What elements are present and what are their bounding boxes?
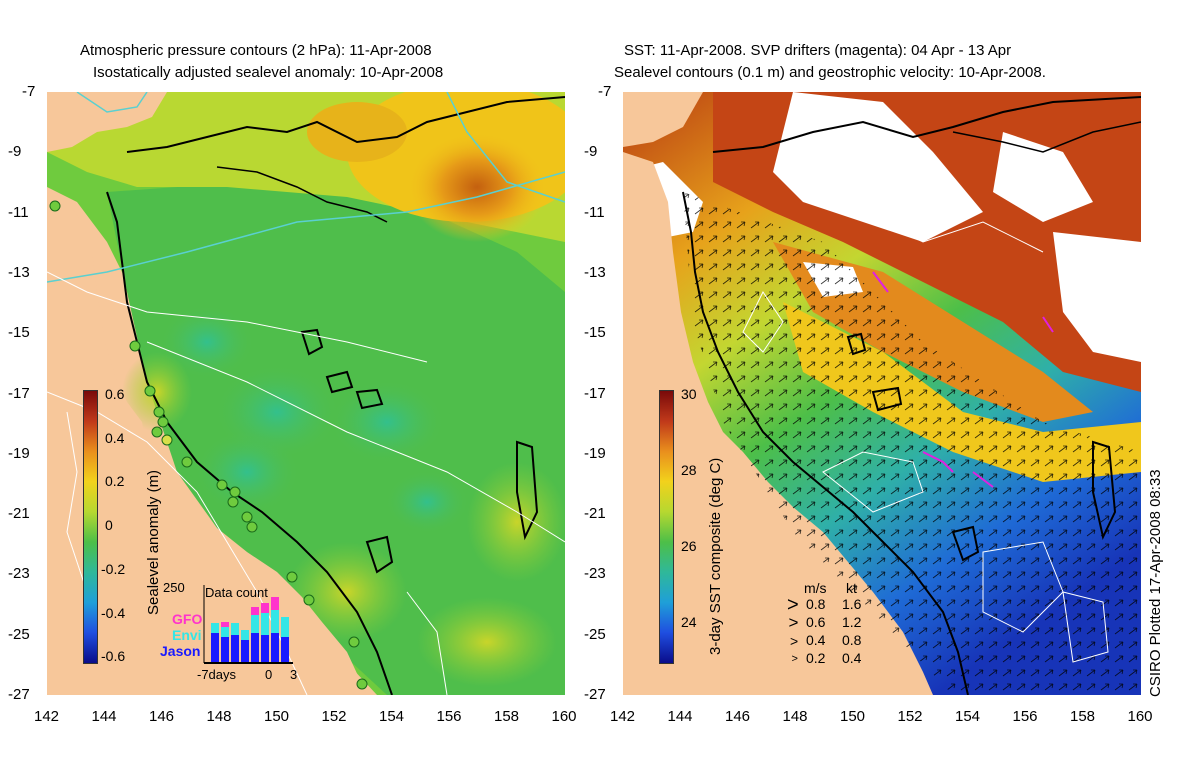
- left-y-tick-label: -19: [8, 444, 30, 462]
- satellite-label-jason: Jason: [160, 643, 201, 659]
- left-y-tick-label: -9: [8, 143, 22, 161]
- sealevel-colorbar-tick: -0.6: [101, 648, 126, 665]
- left-x-tick-label: 148: [206, 708, 232, 725]
- left-y-tick-label: -15: [8, 324, 30, 342]
- right-y-tick-label: -21: [584, 505, 606, 523]
- satellite-label-envi: Envi: [172, 627, 202, 643]
- right-title-line2: Sealevel contours (0.1 m) and geostrophi…: [614, 64, 1046, 81]
- sealevel-colorbar-tick: -0.4: [101, 604, 126, 621]
- left-x-tick-label: 152: [321, 708, 347, 725]
- right-y-tick-label: -23: [584, 565, 606, 583]
- data-count-xlabel-start: -7days: [197, 667, 237, 682]
- right-x-tick-label: 158: [1070, 708, 1096, 725]
- plot-credit: CSIRO Plotted 17-Apr-2008 08:33: [1147, 469, 1164, 697]
- right-x-tick-label: 150: [840, 708, 866, 725]
- data-count-title: Data count: [205, 585, 268, 600]
- left-x-tick-label: 146: [149, 708, 175, 725]
- right-y-tick-label: -9: [584, 143, 598, 161]
- data-count-xlabel-end: 3: [290, 667, 298, 682]
- velocity-legend-arrow-icon: >: [790, 633, 799, 649]
- left-y-tick-label: -21: [8, 505, 30, 523]
- sst-map: [623, 92, 1141, 695]
- left-x-tick-label: 144: [91, 708, 117, 725]
- right-x-tick-label: 148: [782, 708, 808, 725]
- right-y-tick-label: -7: [598, 83, 612, 100]
- velocity-legend-kt: 0.8: [842, 632, 862, 648]
- left-x-tick-label: 154: [379, 708, 405, 725]
- sst-field: [623, 92, 1141, 695]
- velocity-legend-kt-header: kt: [846, 580, 857, 596]
- left-y-tick-label: -23: [8, 565, 30, 583]
- left-y-tick-label: -13: [8, 263, 30, 281]
- sealevel-colorbar-tick: 0.6: [105, 386, 125, 402]
- velocity-legend-arrow-icon: >: [788, 613, 799, 632]
- right-x-tick-label: 156: [1012, 708, 1038, 725]
- sealevel-anomaly-field: [47, 92, 565, 695]
- right-x-tick-label: 144: [667, 708, 693, 725]
- data-count-ymax: 250: [163, 580, 185, 595]
- sst-colorbar-title: 3-day SST composite (deg C): [707, 457, 724, 655]
- sst-colorbar-tick: 30: [681, 386, 697, 402]
- velocity-legend-ms: 0.4: [806, 632, 826, 648]
- sst-colorbar: [659, 390, 674, 664]
- left-x-tick-label: 142: [34, 708, 60, 725]
- right-y-tick-label: -25: [584, 625, 606, 643]
- sealevel-colorbar-tick: 0.4: [105, 429, 125, 446]
- sealevel-colorbar-tick: 0: [105, 517, 113, 534]
- right-x-tick-label: 142: [610, 708, 636, 725]
- tide-gauge-markers: [49, 200, 368, 690]
- right-y-tick-label: -15: [584, 324, 606, 342]
- sst-colorbar-tick: 28: [681, 462, 697, 478]
- left-y-tick-label: -25: [8, 625, 30, 643]
- velocity-legend-kt: 0.4: [842, 650, 862, 666]
- right-y-tick-label: -17: [584, 384, 606, 402]
- sealevel-colorbar-tick: 0.2: [105, 473, 125, 490]
- velocity-legend-ms: 0.6: [806, 614, 826, 630]
- left-y-tick-label: -17: [8, 384, 30, 402]
- right-y-tick-label: -19: [584, 444, 606, 462]
- right-title-line1: SST: 11-Apr-2008. SVP drifters (magenta)…: [624, 42, 1012, 59]
- right-x-tick-label: 160: [1127, 708, 1153, 725]
- data-count-bars: [203, 585, 293, 664]
- satellite-label-gfo: GFO: [172, 611, 203, 627]
- left-title-line1: Atmospheric pressure contours (2 hPa): 1…: [80, 42, 432, 59]
- left-x-tick-label: 160: [551, 708, 577, 725]
- left-title-line2: Isostatically adjusted sealevel anomaly:…: [93, 64, 444, 81]
- left-x-tick-label: 150: [264, 708, 290, 725]
- sealevel-colorbar-tick: -0.2: [101, 560, 126, 577]
- left-y-tick-label: -7: [22, 83, 36, 100]
- data-count-xlabel-zero: 0: [265, 667, 273, 682]
- sealevel-anomaly-map: [47, 92, 565, 695]
- right-y-tick-label: -13: [584, 263, 606, 281]
- velocity-legend-kt: 1.2: [842, 614, 862, 630]
- right-x-tick-label: 154: [955, 708, 981, 725]
- sst-colorbar-tick: 24: [681, 614, 697, 630]
- left-y-tick-label: -11: [8, 203, 29, 221]
- sealevel-colorbar: [83, 390, 98, 664]
- velocity-legend-ms: 0.8: [806, 596, 826, 612]
- sst-colorbar-tick: 26: [681, 538, 697, 554]
- velocity-legend-ms-header: m/s: [804, 580, 827, 596]
- sealevel-colorbar-title: Sealevel anomaly (m): [145, 469, 162, 615]
- velocity-legend-ms: 0.2: [806, 650, 826, 666]
- left-x-tick-label: 158: [494, 708, 520, 725]
- left-x-tick-label: 156: [436, 708, 462, 725]
- right-y-tick-label: -11: [584, 203, 605, 221]
- velocity-legend-kt: 1.6: [842, 596, 862, 612]
- velocity-legend-arrow-icon: >: [791, 653, 798, 665]
- right-y-tick-label: -27: [584, 686, 606, 703]
- left-y-tick-label: -27: [8, 686, 30, 703]
- data-count-inset: Data count: [203, 585, 293, 665]
- right-x-tick-label: 146: [725, 708, 751, 725]
- velocity-legend-arrow-icon: >: [787, 594, 799, 616]
- right-x-tick-label: 152: [897, 708, 923, 725]
